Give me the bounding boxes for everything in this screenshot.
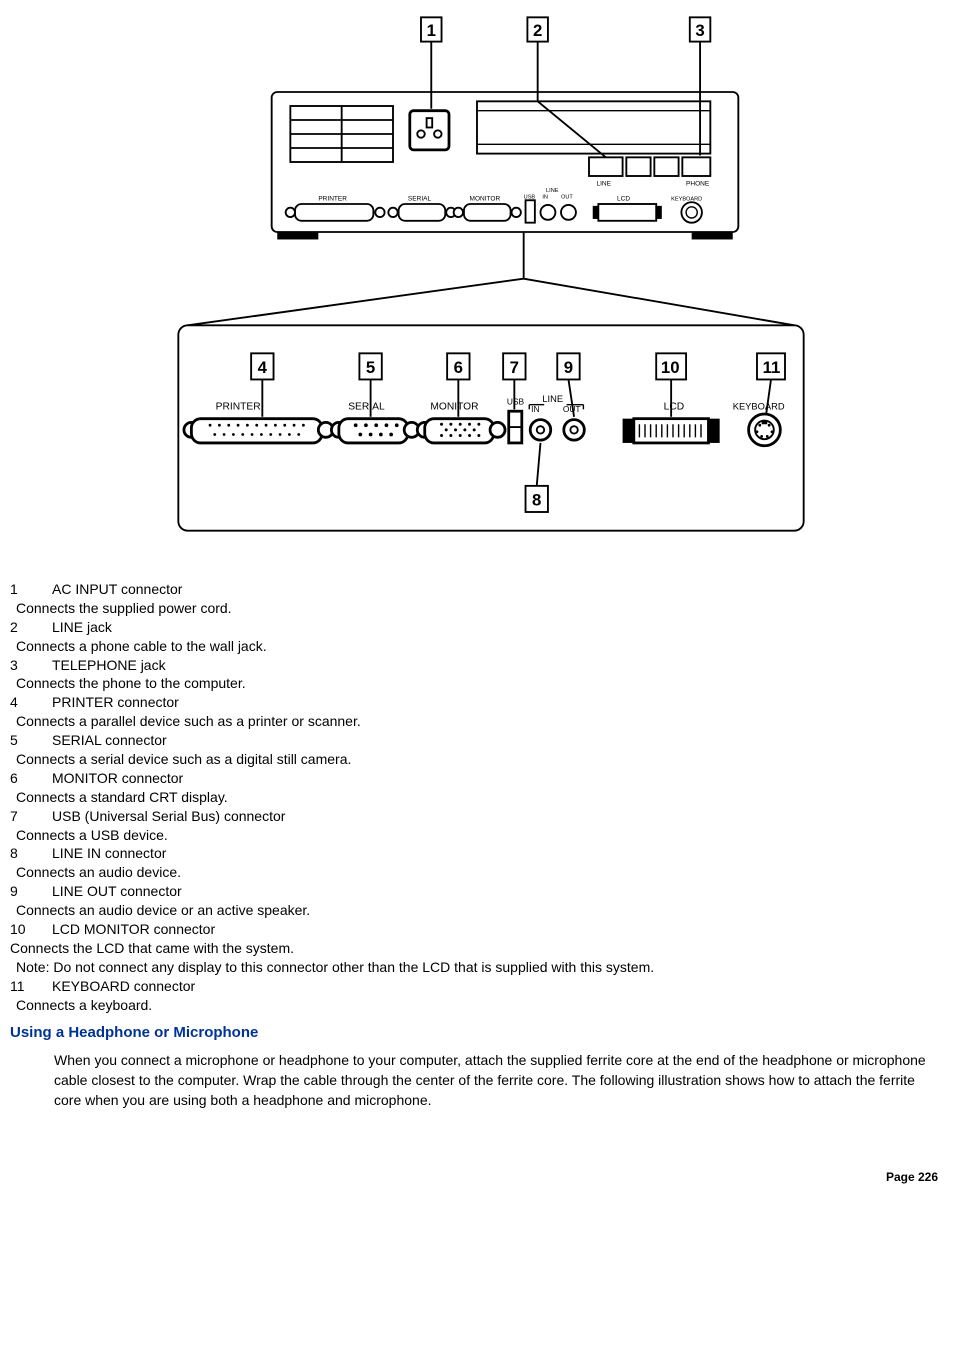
definition-number: 7 [10,807,52,826]
definition-description: Connects an audio device or an active sp… [10,901,944,920]
definition-number: 4 [10,693,52,712]
svg-text:MONITOR: MONITOR [470,195,501,202]
definition-title: USB (Universal Serial Bus) connector [52,808,285,824]
definition-number: 10 [10,920,52,939]
definition-number: 9 [10,882,52,901]
svg-text:IN: IN [542,194,548,200]
definition-description: Connects a standard CRT display. [10,788,944,807]
definition-row: 5SERIAL connector [10,731,944,750]
definition-description: Connects a keyboard. [10,996,944,1015]
definition-title: PRINTER connector [52,694,179,710]
connector-diagram: LINE PHONE PRINTER SERIAL MONITOR USB [10,8,944,568]
svg-text:USB: USB [524,194,536,200]
definition-number: 5 [10,731,52,750]
definition-description: Connects an audio device. [10,863,944,882]
definition-row: 6MONITOR connector [10,769,944,788]
connector-definitions-list: 1AC INPUT connectorConnects the supplied… [10,580,944,1014]
svg-text:3: 3 [695,21,704,40]
definition-number: 1 [10,580,52,599]
definition-title: TELEPHONE jack [52,657,166,673]
definition-description: Connects the LCD that came with the syst… [10,939,944,958]
svg-text:PRINTER: PRINTER [318,195,347,202]
svg-text:OUT: OUT [561,194,573,200]
svg-text:LINE: LINE [546,188,559,194]
definition-title: SERIAL connector [52,732,167,748]
definition-title: LINE OUT connector [52,883,182,899]
definition-description: Connects the supplied power cord. [10,599,944,618]
svg-text:11: 11 [763,358,781,377]
svg-text:10: 10 [661,358,680,377]
definition-description: Connects a USB device. [10,826,944,845]
svg-text:KEYBOARD: KEYBOARD [671,196,702,202]
svg-text:USB: USB [507,397,525,407]
definition-row: 8LINE IN connector [10,844,944,863]
definition-number: 11 [10,977,52,996]
page-number: Page 226 [10,1170,944,1184]
definition-number: 2 [10,618,52,637]
definition-row: 7USB (Universal Serial Bus) connector [10,807,944,826]
definition-title: AC INPUT connector [52,581,182,597]
svg-text:SERIAL: SERIAL [348,401,385,412]
definition-note: Note: Do not connect any display to this… [10,958,944,977]
definition-number: 3 [10,656,52,675]
svg-text:5: 5 [366,358,375,377]
definition-row: 9LINE OUT connector [10,882,944,901]
definition-title: MONITOR connector [52,770,183,786]
svg-text:LCD: LCD [664,401,685,412]
definition-title: LINE IN connector [52,845,166,861]
definition-row: 10LCD MONITOR connector [10,920,944,939]
svg-text:4: 4 [258,358,268,377]
svg-text:LCD: LCD [617,195,630,202]
svg-text:8: 8 [532,490,541,509]
definition-title: KEYBOARD connector [52,978,195,994]
svg-text:6: 6 [454,358,463,377]
definition-row: 3TELEPHONE jack [10,656,944,675]
definition-row: 1AC INPUT connector [10,580,944,599]
definition-number: 8 [10,844,52,863]
definition-description: Connects the phone to the computer. [10,674,944,693]
definition-title: LINE jack [52,619,112,635]
svg-text:LINE: LINE [596,180,611,187]
svg-text:LINE: LINE [542,394,563,404]
svg-text:PRINTER: PRINTER [216,401,261,412]
svg-text:9: 9 [564,358,573,377]
definition-row: 2LINE jack [10,618,944,637]
svg-text:IN: IN [531,404,539,414]
definition-description: Connects a phone cable to the wall jack. [10,637,944,656]
section-heading: Using a Headphone or Microphone [10,1024,944,1041]
definition-row: 4PRINTER connector [10,693,944,712]
section-body: When you connect a microphone or headpho… [10,1051,944,1110]
svg-text:PHONE: PHONE [686,180,710,187]
definition-number: 6 [10,769,52,788]
definition-description: Connects a serial device such as a digit… [10,750,944,769]
svg-text:SERIAL: SERIAL [408,195,432,202]
definition-description: Connects a parallel device such as a pri… [10,712,944,731]
definition-title: LCD MONITOR connector [52,921,215,937]
svg-text:7: 7 [510,358,519,377]
svg-text:2: 2 [533,21,542,40]
svg-text:1: 1 [427,21,436,40]
diagram-svg: LINE PHONE PRINTER SERIAL MONITOR USB [117,8,837,568]
definition-row: 11KEYBOARD connector [10,977,944,996]
svg-text:KEYBOARD: KEYBOARD [733,401,785,411]
svg-text:MONITOR: MONITOR [430,401,478,412]
